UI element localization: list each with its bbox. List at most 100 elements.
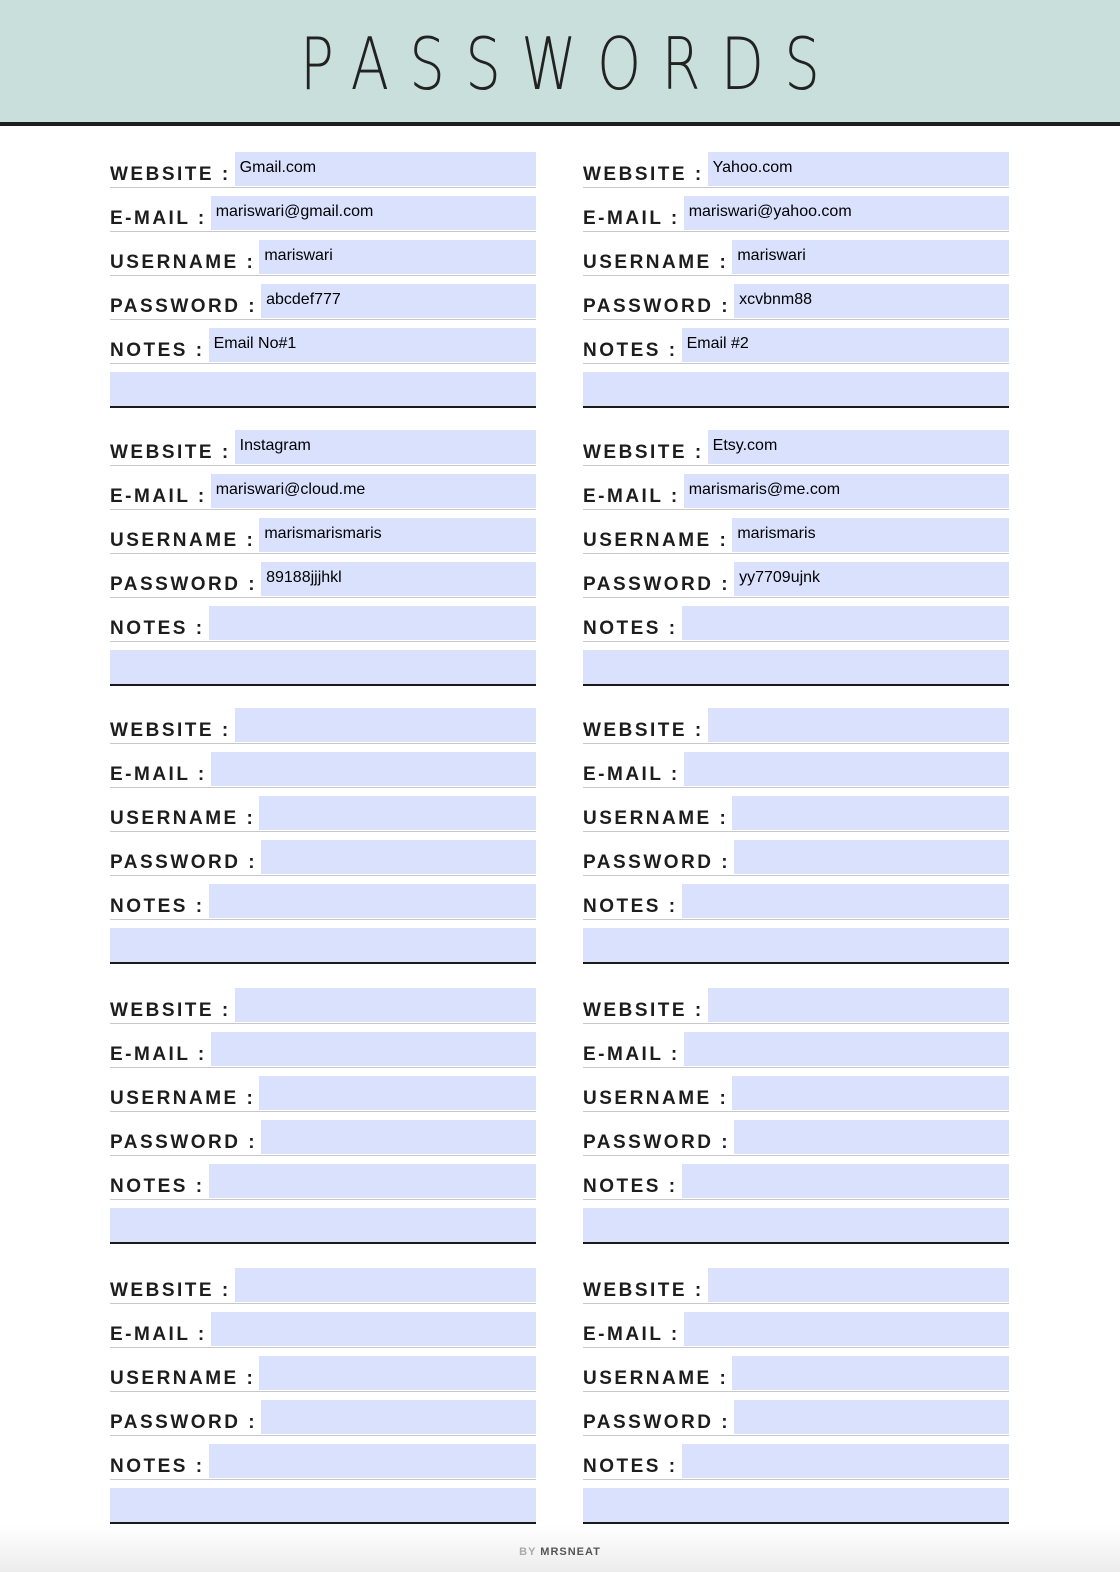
email-label: E-MAIL : xyxy=(110,486,207,507)
notes-row: NOTES : xyxy=(110,606,536,642)
password-field[interactable]: yy7709ujnk xyxy=(734,562,1009,596)
website-field[interactable] xyxy=(234,1268,536,1302)
notes-field[interactable] xyxy=(681,884,1009,918)
username-field[interactable]: marismaris xyxy=(732,518,1009,552)
notes-field[interactable]: Email #2 xyxy=(681,328,1009,362)
website-field[interactable] xyxy=(707,988,1009,1022)
password-card: WEBSITE : E-MAIL : USERNAME : PASSWORD : NOT… xyxy=(583,708,1009,964)
website-field[interactable] xyxy=(234,708,536,742)
website-field[interactable] xyxy=(234,988,536,1022)
username-field[interactable] xyxy=(259,1356,536,1390)
email-field[interactable]: mariswari@gmail.com xyxy=(210,196,536,230)
password-label: PASSWORD : xyxy=(110,1412,258,1433)
email-field[interactable] xyxy=(210,1032,536,1066)
footer-background xyxy=(0,1526,1120,1572)
username-label: USERNAME : xyxy=(110,1088,256,1109)
notes-extra-field[interactable] xyxy=(583,650,1009,686)
notes-extra-field[interactable] xyxy=(110,1208,536,1244)
password-label: PASSWORD : xyxy=(583,852,731,873)
username-field[interactable] xyxy=(732,1076,1009,1110)
website-row: WEBSITE : xyxy=(110,708,536,744)
password-label: PASSWORD : xyxy=(110,1132,258,1153)
notes-field[interactable] xyxy=(681,1164,1009,1198)
website-field[interactable] xyxy=(707,708,1009,742)
notes-label: NOTES : xyxy=(110,618,205,639)
username-field[interactable]: mariswari xyxy=(259,240,536,274)
email-field[interactable] xyxy=(210,752,536,786)
notes-extra-field[interactable] xyxy=(110,1488,536,1524)
email-label: E-MAIL : xyxy=(583,208,680,229)
notes-field[interactable] xyxy=(681,606,1009,640)
website-field[interactable]: Gmail.com xyxy=(234,152,536,186)
email-field[interactable] xyxy=(683,1312,1009,1346)
email-label: E-MAIL : xyxy=(583,1044,680,1065)
password-field[interactable]: 89188jjjhkl xyxy=(261,562,536,596)
password-field[interactable] xyxy=(734,1120,1009,1154)
notes-field[interactable]: Email No#1 xyxy=(208,328,536,362)
notes-field[interactable] xyxy=(208,606,536,640)
page-header: PASSWORDS xyxy=(0,0,1120,126)
username-label: USERNAME : xyxy=(110,252,256,273)
website-field[interactable]: Yahoo.com xyxy=(707,152,1009,186)
website-label: WEBSITE : xyxy=(583,1000,704,1021)
email-field[interactable]: mariswari@yahoo.com xyxy=(683,196,1009,230)
website-label: WEBSITE : xyxy=(110,720,231,741)
email-label: E-MAIL : xyxy=(110,1324,207,1345)
notes-field[interactable] xyxy=(681,1444,1009,1478)
notes-field[interactable] xyxy=(208,884,536,918)
notes-row: NOTES : Email No#1 xyxy=(110,328,536,364)
password-field[interactable] xyxy=(261,1120,536,1154)
email-field[interactable]: marismaris@me.com xyxy=(683,474,1009,508)
website-label: WEBSITE : xyxy=(583,720,704,741)
notes-field[interactable] xyxy=(208,1164,536,1198)
notes-extra-field[interactable] xyxy=(583,1208,1009,1244)
email-row: E-MAIL : mariswari@yahoo.com xyxy=(583,196,1009,232)
website-row: WEBSITE : Etsy.com xyxy=(583,430,1009,466)
username-field[interactable] xyxy=(259,1076,536,1110)
password-field[interactable] xyxy=(734,840,1009,874)
notes-row: NOTES : xyxy=(583,884,1009,920)
email-field[interactable] xyxy=(210,1312,536,1346)
email-field[interactable] xyxy=(683,1032,1009,1066)
notes-row: NOTES : xyxy=(110,884,536,920)
password-row: PASSWORD : xyxy=(110,1400,536,1436)
username-row: USERNAME : xyxy=(110,1076,536,1112)
password-field[interactable] xyxy=(261,1400,536,1434)
notes-field[interactable] xyxy=(208,1444,536,1478)
username-label: USERNAME : xyxy=(583,530,729,551)
website-field[interactable]: Instagram xyxy=(234,430,536,464)
email-label: E-MAIL : xyxy=(110,1044,207,1065)
username-row: USERNAME : xyxy=(110,1356,536,1392)
password-field[interactable] xyxy=(261,840,536,874)
notes-extra-field[interactable] xyxy=(583,928,1009,964)
username-row: USERNAME : mariswari xyxy=(110,240,536,276)
notes-label: NOTES : xyxy=(110,340,205,361)
username-field[interactable]: mariswari xyxy=(732,240,1009,274)
username-field[interactable] xyxy=(732,796,1009,830)
notes-extra-field[interactable] xyxy=(583,372,1009,408)
username-field[interactable] xyxy=(259,796,536,830)
username-field[interactable]: marismarismaris xyxy=(259,518,536,552)
email-row: E-MAIL : xyxy=(110,1032,536,1068)
username-field[interactable] xyxy=(732,1356,1009,1390)
notes-extra-field[interactable] xyxy=(583,1488,1009,1524)
notes-extra-field[interactable] xyxy=(110,650,536,686)
email-label: E-MAIL : xyxy=(583,764,680,785)
password-row: PASSWORD : yy7709ujnk xyxy=(583,562,1009,598)
notes-label: NOTES : xyxy=(583,896,678,917)
password-card: WEBSITE : Instagram E-MAIL : mariswari@clou… xyxy=(110,430,536,686)
password-card: WEBSITE : E-MAIL : USERNAME : PASSWORD : NOT… xyxy=(110,988,536,1244)
password-field[interactable] xyxy=(734,1400,1009,1434)
notes-extra-field[interactable] xyxy=(110,928,536,964)
email-field[interactable] xyxy=(683,752,1009,786)
website-field[interactable]: Etsy.com xyxy=(707,430,1009,464)
password-card: WEBSITE : E-MAIL : USERNAME : PASSWORD : NOT… xyxy=(110,708,536,964)
password-card: WEBSITE : E-MAIL : USERNAME : PASSWORD : NOT… xyxy=(583,988,1009,1244)
password-row: PASSWORD : xyxy=(583,840,1009,876)
password-field[interactable]: xcvbnm88 xyxy=(734,284,1009,318)
email-row: E-MAIL : mariswari@gmail.com xyxy=(110,196,536,232)
notes-extra-field[interactable] xyxy=(110,372,536,408)
website-field[interactable] xyxy=(707,1268,1009,1302)
email-field[interactable]: mariswari@cloud.me xyxy=(210,474,536,508)
password-field[interactable]: abcdef777 xyxy=(261,284,536,318)
